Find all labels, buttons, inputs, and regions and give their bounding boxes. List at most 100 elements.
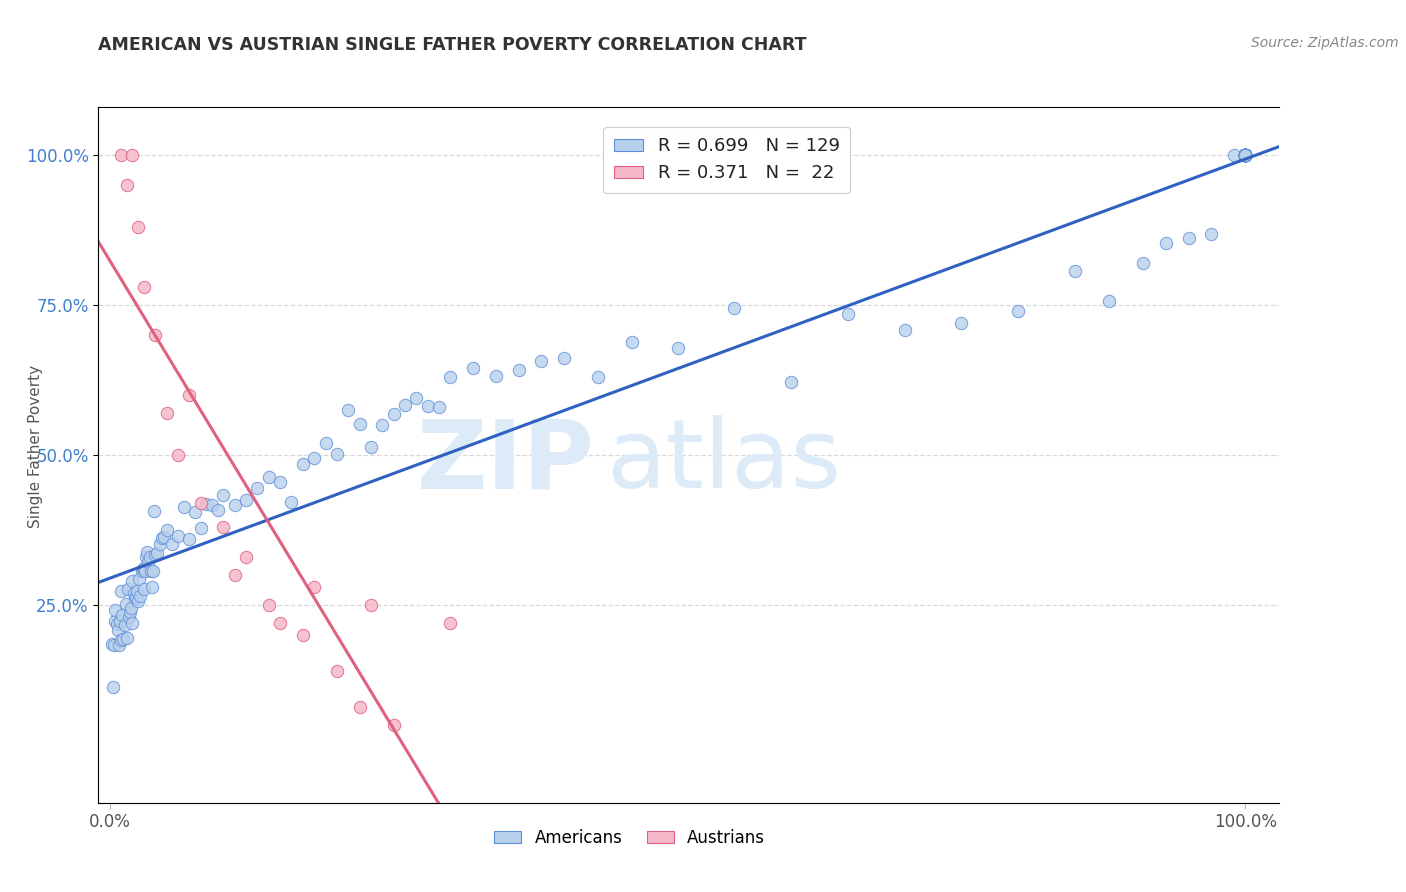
Point [110, 633, 132, 648]
Point [530, 354, 553, 368]
Point [112, 632, 135, 646]
Point [173, 500, 195, 515]
Point [1234, 148, 1257, 162]
Point [1234, 148, 1257, 162]
Point [382, 407, 405, 421]
Point [235, 493, 257, 508]
Point [153, 530, 176, 544]
Point [257, 598, 280, 612]
Point [179, 388, 201, 402]
Point [121, 148, 143, 162]
Point [105, 617, 128, 632]
Point [302, 450, 325, 465]
Point [195, 497, 218, 511]
Point [1201, 227, 1223, 242]
Point [235, 549, 257, 564]
Point [485, 369, 508, 384]
Point [224, 567, 246, 582]
Point [143, 549, 166, 563]
Point [117, 582, 139, 596]
Point [104, 614, 127, 628]
Point [132, 582, 155, 596]
Point [1177, 231, 1199, 245]
Point [405, 391, 427, 405]
Text: atlas: atlas [606, 416, 841, 508]
Point [621, 334, 644, 349]
Point [666, 342, 689, 356]
Point [1234, 148, 1257, 162]
Point [1234, 148, 1257, 162]
Text: Source: ZipAtlas.com: Source: ZipAtlas.com [1251, 36, 1399, 50]
Point [121, 615, 143, 630]
Point [837, 307, 859, 321]
Legend: Americans, Austrians: Americans, Austrians [488, 822, 772, 854]
Point [114, 598, 136, 612]
Point [139, 564, 162, 578]
Point [1234, 148, 1257, 162]
Point [212, 520, 235, 534]
Point [118, 609, 141, 624]
Point [1223, 148, 1246, 162]
Point [190, 521, 212, 535]
Point [108, 638, 131, 652]
Point [142, 564, 165, 578]
Point [291, 628, 314, 642]
Point [439, 369, 461, 384]
Point [723, 301, 745, 316]
Point [1234, 148, 1257, 162]
Point [371, 417, 394, 432]
Point [1234, 148, 1257, 162]
Point [1234, 148, 1257, 162]
Point [207, 503, 229, 517]
Point [1234, 148, 1257, 162]
Point [128, 572, 150, 586]
Point [1132, 256, 1154, 270]
Point [950, 316, 973, 330]
Point [150, 531, 173, 545]
Point [1234, 148, 1257, 162]
Point [416, 399, 439, 413]
Point [1234, 148, 1257, 162]
Point [111, 608, 134, 623]
Point [103, 639, 125, 653]
Point [1098, 294, 1121, 309]
Point [1064, 263, 1087, 277]
Point [201, 499, 224, 513]
Point [132, 562, 155, 576]
Point [1234, 148, 1257, 162]
Point [349, 699, 371, 714]
Point [382, 718, 405, 732]
Point [1234, 148, 1257, 162]
Point [269, 615, 291, 630]
Point [149, 537, 172, 551]
Point [114, 617, 136, 632]
Point [108, 614, 131, 628]
Point [127, 594, 149, 608]
Point [326, 664, 349, 678]
Point [212, 488, 235, 502]
Point [184, 505, 207, 519]
Point [1234, 148, 1257, 162]
Point [138, 555, 160, 569]
Point [132, 560, 155, 574]
Point [110, 583, 132, 598]
Point [155, 524, 177, 538]
Point [104, 603, 127, 617]
Point [1234, 148, 1257, 162]
Point [1234, 148, 1257, 162]
Point [394, 398, 416, 412]
Point [179, 532, 201, 546]
Point [586, 370, 609, 384]
Point [110, 148, 132, 162]
Point [135, 550, 157, 565]
Point [120, 605, 142, 619]
Point [115, 178, 138, 192]
Point [315, 435, 337, 450]
Point [257, 470, 280, 484]
Point [1234, 148, 1257, 162]
Point [143, 328, 166, 343]
Point [136, 545, 159, 559]
Point [349, 417, 371, 431]
Point [1234, 148, 1257, 162]
Point [280, 495, 302, 509]
